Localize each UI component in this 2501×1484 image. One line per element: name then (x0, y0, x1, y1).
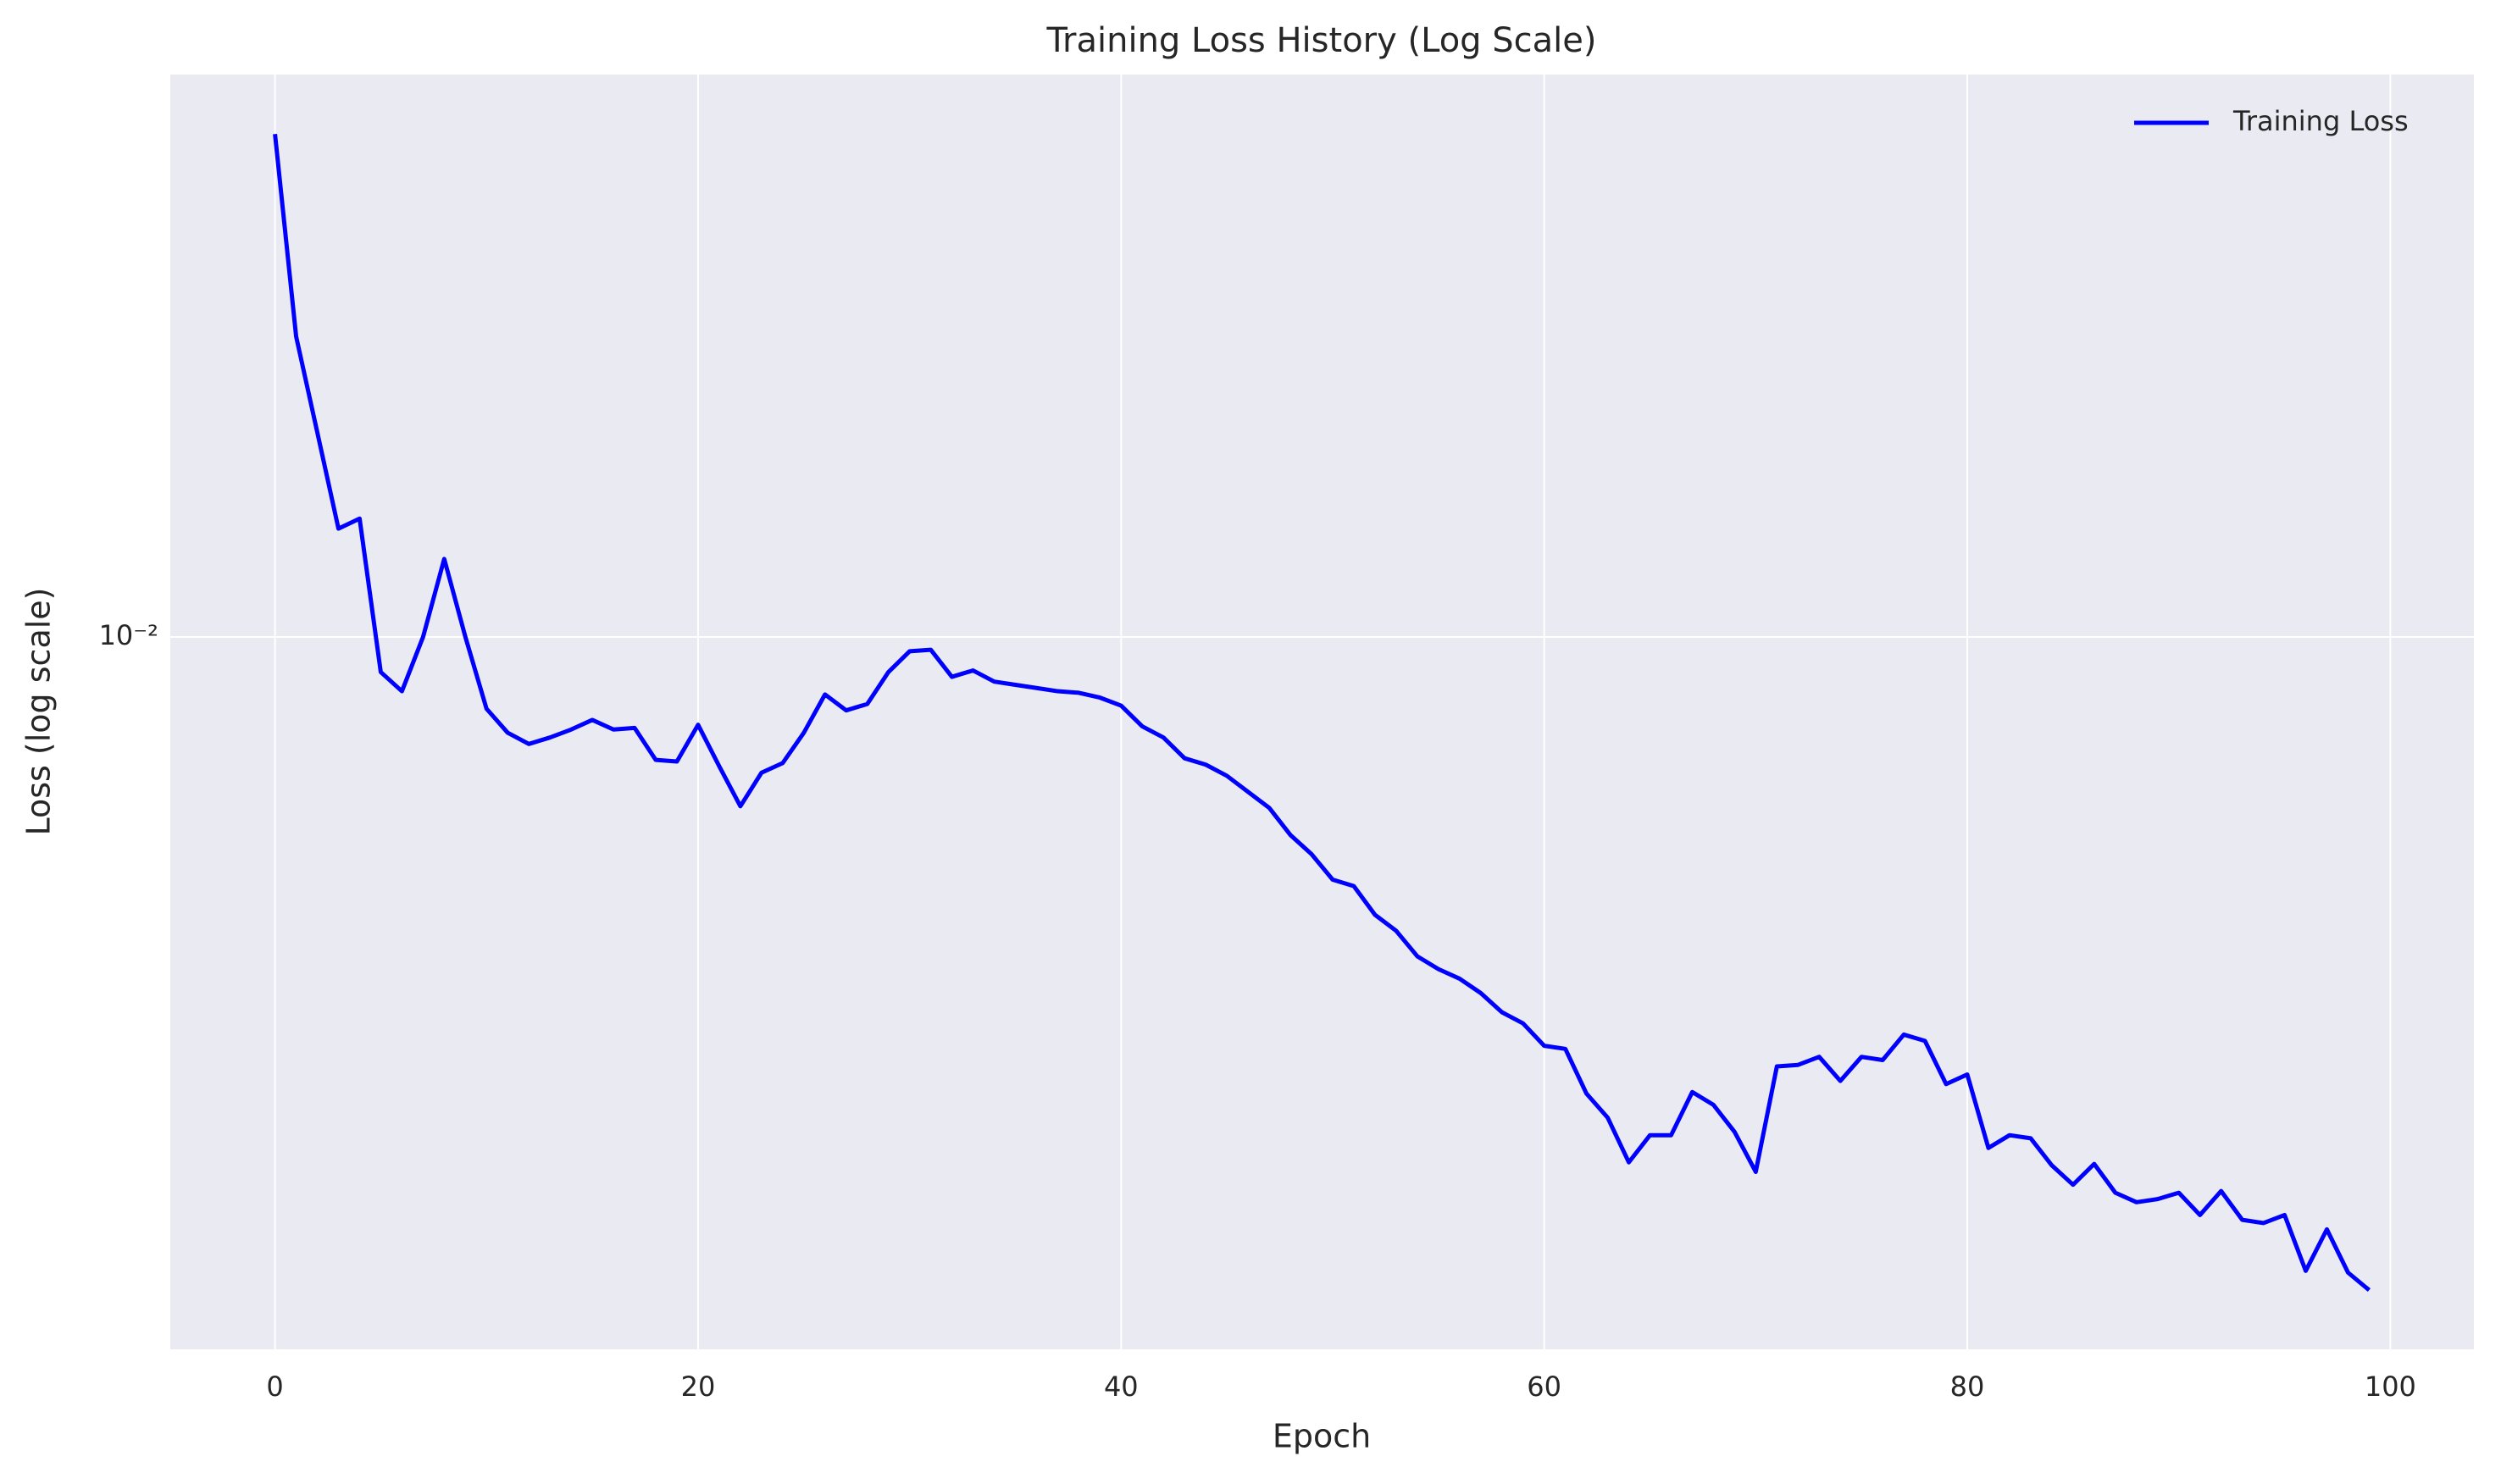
x-tick-label: 0 (266, 1370, 283, 1403)
x-tick-label: 100 (2365, 1370, 2416, 1403)
x-tick-label: 20 (681, 1370, 716, 1403)
y-tick-label: 10⁻² (99, 619, 158, 651)
plot-area (170, 75, 2474, 1349)
x-tick-label: 40 (1104, 1370, 1139, 1403)
y-axis-label: Loss (log scale) (20, 588, 58, 836)
chart-title: Training Loss History (Log Scale) (1045, 21, 1596, 60)
loss-line (273, 133, 2371, 1293)
x-tick-label: 60 (1527, 1370, 1561, 1403)
x-axis-label: Epoch (1273, 1418, 1371, 1455)
x-tick-label: 80 (1950, 1370, 1985, 1403)
legend-label: Training Loss (2232, 105, 2409, 137)
